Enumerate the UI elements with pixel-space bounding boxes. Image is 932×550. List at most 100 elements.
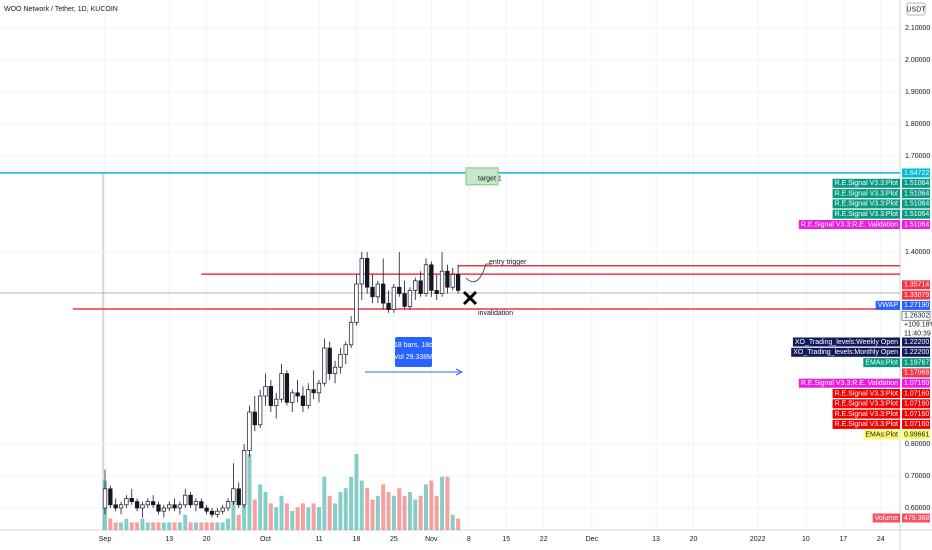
- time-tick-label: 17: [839, 536, 847, 543]
- candle-body: [247, 411, 252, 451]
- measure-bars: 18 bars, 18d: [394, 342, 433, 349]
- volume-bar: [231, 492, 236, 530]
- candle-body: [418, 280, 423, 294]
- candle-body: [338, 354, 343, 368]
- volume-bar: [343, 488, 348, 530]
- candle-body: [343, 344, 348, 355]
- x-mark: [462, 290, 478, 306]
- volume-bar: [354, 454, 359, 530]
- candle-body: [156, 504, 161, 512]
- price-tag-value: 1.26302: [904, 313, 929, 320]
- candle-body: [113, 504, 118, 509]
- volume-bar: [440, 476, 445, 530]
- price-tick-label: 2.10000: [905, 25, 930, 32]
- candle-body: [439, 270, 445, 294]
- indicator-label-box: [832, 178, 900, 188]
- volume-bar: [172, 522, 177, 530]
- indicator-label-box: [832, 199, 900, 209]
- currency-box[interactable]: [906, 2, 926, 16]
- price-tag: [902, 290, 930, 300]
- candle-body: [365, 258, 370, 288]
- volume-bar: [333, 503, 338, 530]
- indicator-label-box: [798, 220, 900, 229]
- candle-body: [151, 501, 156, 506]
- volume-bar: [119, 522, 124, 530]
- price-tick-label: 1.70000: [905, 153, 930, 160]
- indicator-label-box: [792, 337, 900, 347]
- candle-body: [450, 274, 455, 288]
- indicator-label: R.E.Signal V3.3:Plot: [835, 421, 898, 428]
- volume-bar: [386, 492, 391, 530]
- candle-body: [134, 501, 140, 509]
- price-tag-value: 1.19767: [904, 359, 929, 366]
- volume-bar: [397, 488, 402, 530]
- volume-bar: [284, 503, 289, 530]
- volume-bar: [124, 518, 129, 530]
- candle-body: [290, 392, 295, 403]
- indicator-label: R.E.Signal V3.3:R.E. Validation: [801, 221, 898, 228]
- price-tag-value: 1.51064: [904, 211, 929, 218]
- price-tag-value: 1.64722: [904, 170, 929, 177]
- candle-body: [423, 264, 429, 294]
- volume-bar: [258, 484, 263, 530]
- candle-body: [434, 290, 439, 294]
- volume-bar: [279, 495, 284, 530]
- price-tag-value: 1.07160: [904, 390, 929, 397]
- candle-body: [348, 322, 354, 346]
- candle-body: [124, 498, 129, 506]
- candle-body: [322, 347, 327, 384]
- candle-body: [118, 504, 124, 509]
- time-tick-label: 15: [502, 536, 510, 543]
- candle-body: [193, 501, 199, 506]
- candle-body: [241, 450, 247, 506]
- time-tick-label: 10: [802, 536, 810, 543]
- price-tag: [902, 178, 930, 188]
- candle-body: [220, 507, 225, 512]
- volume-bar: [311, 503, 316, 530]
- volume-bar: [274, 507, 279, 530]
- candle-body: [445, 270, 450, 288]
- candle-body: [204, 507, 209, 512]
- candle-body: [370, 286, 375, 298]
- volume-bar: [108, 518, 113, 530]
- indicator-label: XO_Trading_levels:Weekly Open: [795, 339, 898, 346]
- volume-bar: [177, 522, 182, 530]
- volume-bar: [140, 518, 145, 530]
- candle-body: [209, 510, 215, 515]
- volume-bar: [268, 503, 273, 530]
- candle-body: [199, 501, 204, 509]
- time-tick-label: Oct: [260, 536, 271, 543]
- candle-body: [177, 504, 183, 509]
- volume-bar: [252, 499, 257, 530]
- price-tag: [902, 337, 930, 347]
- candle-body: [429, 264, 434, 291]
- indicator-label: R.E.Signal V3.3:Plot: [835, 211, 898, 218]
- candle-body: [172, 504, 177, 509]
- price-tag: [902, 409, 930, 419]
- price-tag: [902, 199, 930, 209]
- price-tag-value: 1.51064: [904, 221, 929, 228]
- price-tag-value: 1.27190: [904, 302, 929, 309]
- candle-body: [215, 510, 220, 515]
- time-tick-label: 24: [877, 536, 885, 543]
- volume-bar: [317, 507, 321, 530]
- indicator-label-box: [798, 378, 900, 388]
- volume-bar: [145, 522, 150, 530]
- time-tick-label: 20: [690, 536, 698, 543]
- candle-body: [258, 395, 263, 426]
- volume-label: Volume: [875, 515, 898, 522]
- candle-body: [381, 283, 386, 304]
- price-tag-value: 1.22200: [904, 339, 929, 346]
- volume-bar: [365, 488, 370, 530]
- indicator-label: R.E.Signal V3.3:Plot: [835, 401, 898, 408]
- candle-body: [263, 386, 268, 397]
- price-tag: [902, 209, 930, 219]
- indicator-label-box: [832, 419, 900, 429]
- indicator-label-box: [832, 409, 900, 419]
- time-tick-label: 13: [165, 536, 173, 543]
- candle-body: [231, 488, 236, 502]
- candle-body: [295, 392, 300, 397]
- volume-bar: [370, 499, 375, 530]
- volume-bar: [236, 514, 241, 530]
- price-tag-value: 1.07160: [904, 401, 929, 408]
